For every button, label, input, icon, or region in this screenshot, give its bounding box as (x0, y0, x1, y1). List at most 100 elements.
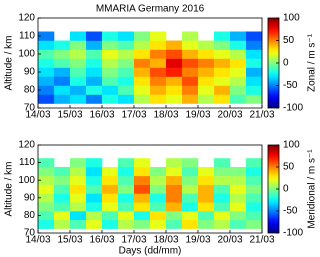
heatmap-cell (246, 49, 263, 59)
heatmap-cell (38, 175, 55, 185)
heatmap-cell (102, 31, 119, 41)
heatmap-cell (198, 58, 215, 68)
colorbar-tick-label: 0 (283, 58, 289, 69)
heatmap-cell (166, 219, 183, 229)
heatmap-cell (86, 184, 103, 194)
heatmap-cell (150, 193, 167, 203)
heatmap-cell (70, 175, 87, 185)
heatmap-cell (182, 76, 199, 86)
heatmap-cell (118, 40, 135, 50)
heatmap-cell (198, 175, 215, 185)
heatmap-cell (214, 94, 231, 104)
heatmap-cell (134, 49, 151, 59)
heatmap-cell (102, 184, 119, 194)
plot-frame (37, 17, 263, 109)
heatmap-cell (246, 76, 263, 86)
heatmap-cell (134, 167, 151, 177)
heatmap-cell (118, 58, 135, 68)
x-tick-label: 14/03 (25, 110, 50, 121)
heatmap-cell (118, 31, 135, 41)
heatmap-cell (118, 85, 135, 95)
heatmap-cell (70, 94, 87, 104)
heatmap-cell (86, 85, 103, 95)
heatmap-cell (102, 40, 119, 50)
heatmap-cell (102, 85, 119, 95)
heatmap-cell (134, 202, 151, 212)
heatmap-cell (182, 158, 199, 168)
heatmap-cell (102, 67, 119, 77)
y-tick-label: 70 (24, 228, 36, 239)
heatmap-cell (70, 184, 87, 194)
heatmap-cell (182, 219, 199, 229)
heatmap-cell (38, 167, 55, 177)
heatmap-cell (166, 94, 183, 104)
heatmap-cell (214, 67, 231, 77)
heatmap-cell (70, 85, 87, 95)
heatmap-cell (38, 67, 55, 77)
x-tick-label: 18/03 (153, 110, 178, 121)
heatmap-cell (214, 40, 231, 50)
heatmap-cell (54, 40, 71, 50)
heatmap-cell (166, 58, 183, 68)
heatmap-cell (54, 94, 71, 104)
heatmap-cell (70, 211, 87, 221)
heatmap-cell (102, 76, 119, 86)
heatmap-cell (246, 58, 263, 68)
heatmap-cell (118, 67, 135, 77)
heatmap-cell (246, 67, 263, 77)
heatmap-cell (230, 175, 247, 185)
colorbar-label: Zonal / m s⁻¹ (307, 33, 318, 92)
colorbar-tick-label: 100 (283, 13, 300, 24)
heatmap-cell (182, 193, 199, 203)
heatmap-cell (198, 184, 215, 194)
heatmap-cell (54, 67, 71, 77)
heatmap-cell (230, 167, 247, 177)
heatmap-cell (70, 67, 87, 77)
heatmap-cell (118, 193, 135, 203)
heatmap-cell (134, 219, 151, 229)
heatmap-cell (86, 219, 103, 229)
heatmap-cell (214, 184, 231, 194)
heatmap-cell (166, 85, 183, 95)
heatmap-cell (54, 76, 71, 86)
heatmap-cell (182, 40, 199, 50)
heatmap-cell (38, 202, 55, 212)
heatmap-cell (54, 219, 71, 229)
y-tick-label: 120 (18, 140, 35, 151)
colorbar-label: Meridional / m s⁻¹ (307, 149, 318, 229)
heatmap-cell (230, 31, 247, 41)
heatmap-cell (214, 202, 231, 212)
heatmap-cell (214, 167, 231, 177)
heatmap-cell (198, 40, 215, 50)
heatmap-cell (54, 175, 71, 185)
heatmap-cell (38, 193, 55, 203)
heatmap-cell (118, 202, 135, 212)
heatmap-cell (214, 31, 231, 41)
heatmap-cell (54, 85, 71, 95)
heatmap-cell (230, 67, 247, 77)
heatmap-cell (70, 167, 87, 177)
y-tick-label: 80 (24, 85, 36, 96)
heatmap-cell (118, 49, 135, 59)
heatmap-cell (182, 211, 199, 221)
heatmap-cell (38, 211, 55, 221)
heatmap-cell (166, 184, 183, 194)
heatmap-cell (150, 175, 167, 185)
y-tick-label: 110 (19, 31, 35, 42)
heatmap-cell (230, 202, 247, 212)
x-tick-label: 19/03 (185, 235, 210, 246)
x-tick-label: 16/03 (89, 110, 114, 121)
heatmap-cell (86, 167, 103, 177)
colorbar-tick-label: -100 (283, 103, 303, 114)
heatmap-cell (166, 40, 183, 50)
heatmap-cell (86, 76, 103, 86)
heatmap-cell (166, 211, 183, 221)
x-tick-label: 17/03 (121, 235, 146, 246)
heatmap-cell (198, 167, 215, 177)
heatmap-cell (198, 202, 215, 212)
heatmap-cell (118, 167, 135, 177)
plot-frame (37, 144, 263, 234)
heatmap-cell (246, 211, 263, 221)
heatmap-cell (150, 211, 167, 221)
